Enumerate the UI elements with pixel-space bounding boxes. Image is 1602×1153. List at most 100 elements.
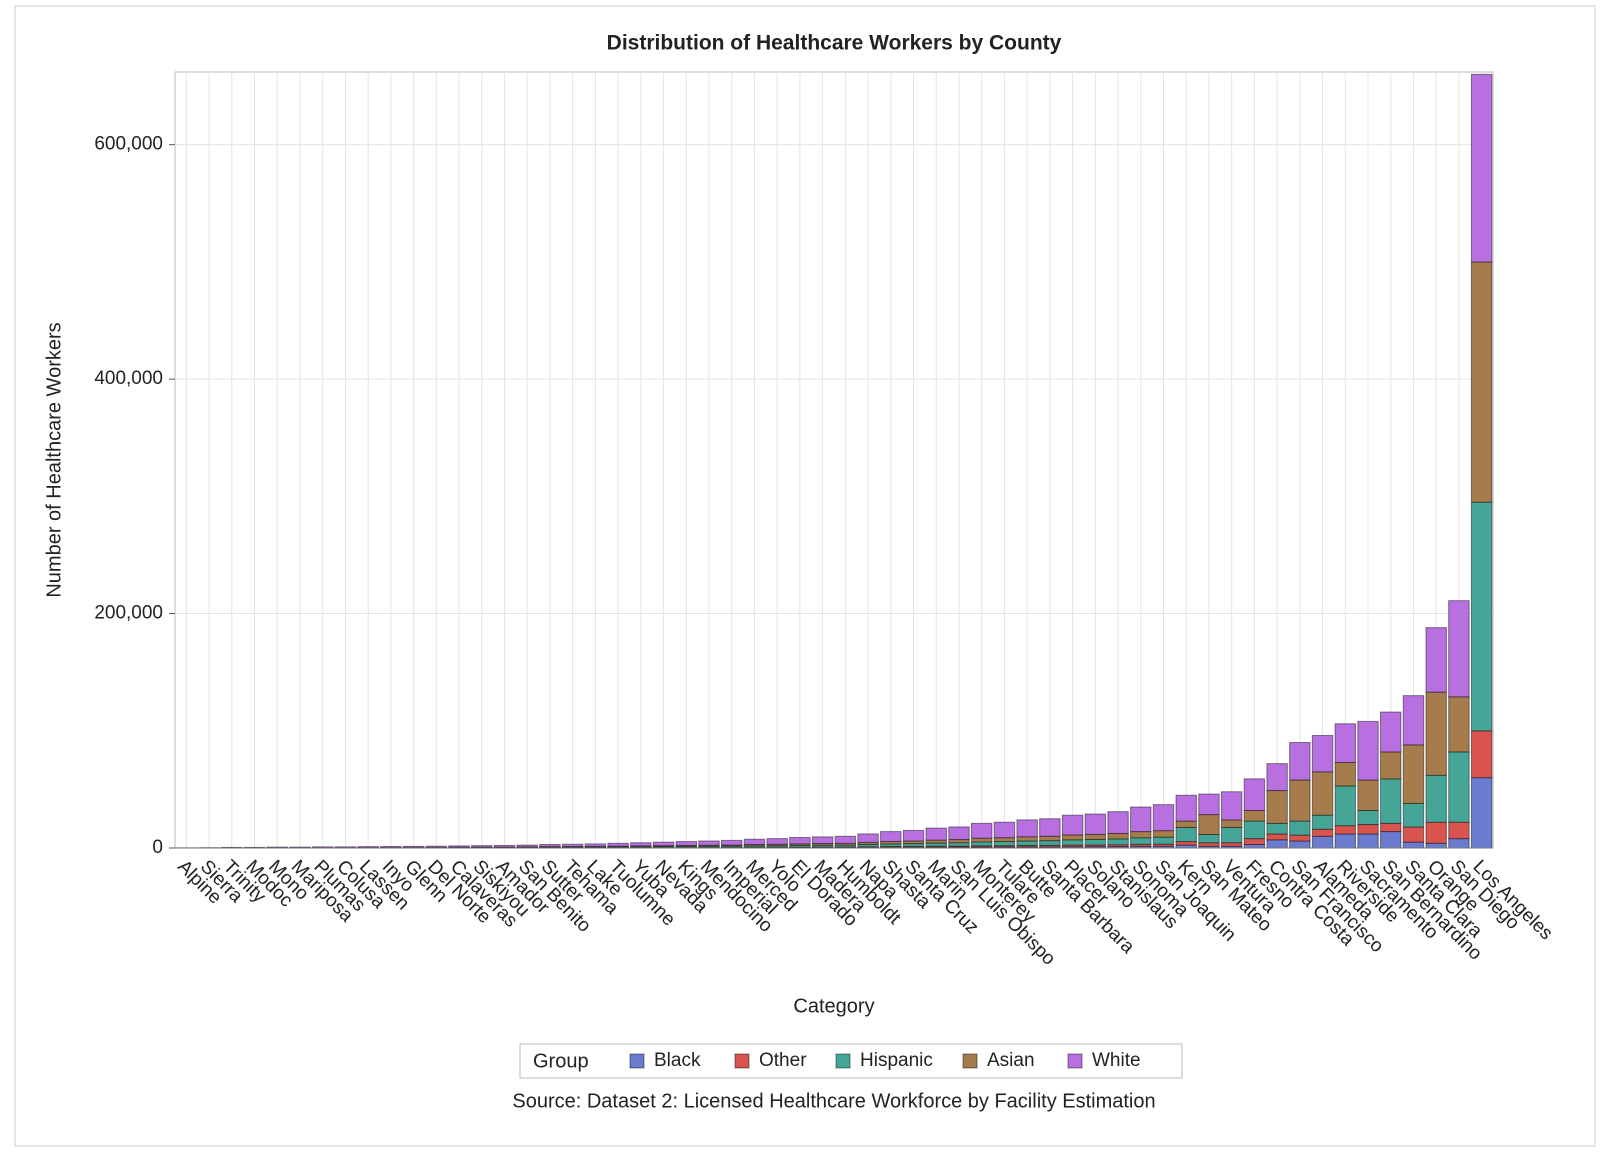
bar-segment bbox=[743, 843, 766, 847]
bar-segment bbox=[1243, 838, 1266, 845]
bar-segment bbox=[766, 838, 788, 845]
bar-segment bbox=[1334, 825, 1357, 835]
legend-title: Group bbox=[533, 1050, 589, 1072]
legend: Black Other Hispanic Asian White bbox=[629, 1050, 1141, 1071]
bar-segment bbox=[402, 845, 425, 848]
bar-segment bbox=[471, 845, 493, 848]
bar-segment bbox=[1130, 837, 1152, 845]
bar-segment bbox=[1152, 836, 1175, 845]
legend-swatch bbox=[835, 1053, 851, 1069]
bar-segment bbox=[743, 838, 766, 845]
bar-segment bbox=[1152, 804, 1175, 832]
bar-segment bbox=[1311, 835, 1334, 849]
bar-segment bbox=[970, 822, 993, 839]
bar-segment bbox=[1016, 840, 1038, 846]
bar-segment bbox=[1016, 836, 1038, 842]
bar-segment bbox=[675, 841, 698, 846]
bar-segment bbox=[334, 846, 357, 849]
bar-segment bbox=[1425, 842, 1447, 849]
y-tick-label: 200,000 bbox=[94, 603, 163, 624]
bar-segment bbox=[1130, 806, 1152, 833]
bar-segment bbox=[1289, 840, 1311, 849]
bar-segment bbox=[1334, 833, 1357, 849]
bar-segment bbox=[1357, 833, 1379, 849]
bar-segment bbox=[1357, 824, 1379, 835]
bar-segment bbox=[1243, 843, 1266, 849]
bar-segment bbox=[1175, 820, 1197, 828]
bar-segment bbox=[1220, 819, 1243, 828]
bar-segment bbox=[948, 826, 970, 841]
bar-segment bbox=[448, 845, 470, 848]
bar-segment bbox=[311, 846, 334, 849]
bar-segment bbox=[1220, 842, 1243, 847]
bar-segment bbox=[630, 842, 652, 847]
bar-segment bbox=[1130, 831, 1152, 839]
legend-swatch bbox=[1067, 1053, 1083, 1069]
bar-segment bbox=[789, 836, 811, 845]
bar-segment bbox=[1084, 833, 1107, 841]
bar-segment bbox=[1175, 794, 1197, 822]
bar-segment bbox=[1243, 778, 1266, 811]
bar-segment bbox=[1243, 820, 1266, 840]
bar-segment bbox=[1107, 838, 1129, 846]
legend-label: Other bbox=[759, 1050, 807, 1071]
bar-segment bbox=[1243, 809, 1266, 822]
bar-segment bbox=[993, 841, 1016, 847]
bar-segment bbox=[1380, 751, 1402, 780]
bar-segment bbox=[1448, 751, 1470, 823]
bar-segment bbox=[857, 833, 879, 843]
legend-label: Black bbox=[654, 1050, 701, 1071]
bar-segment bbox=[721, 839, 743, 846]
bar-segment bbox=[1380, 711, 1402, 753]
bar-segment bbox=[1380, 822, 1402, 833]
bar-segment bbox=[811, 836, 834, 845]
y-axis-label: Number of Healthcare Workers bbox=[43, 322, 65, 597]
bar-segment bbox=[1289, 820, 1311, 836]
bar-segment bbox=[1311, 734, 1334, 773]
bar-segment bbox=[584, 843, 607, 847]
bar-segment bbox=[1448, 821, 1470, 840]
y-tick-label: 0 bbox=[152, 837, 163, 858]
bar-segment bbox=[1380, 778, 1402, 824]
bar-segment bbox=[1402, 802, 1425, 828]
plot-area bbox=[174, 71, 1494, 849]
bar-segment bbox=[1357, 779, 1379, 811]
bar-segment bbox=[1448, 600, 1470, 698]
bar-segment bbox=[1039, 835, 1061, 842]
bar-segment bbox=[1107, 811, 1129, 834]
bar-segment bbox=[880, 840, 902, 845]
legend-box bbox=[519, 1043, 1183, 1079]
bar-segment bbox=[1061, 839, 1084, 846]
bar-segment bbox=[1380, 831, 1402, 849]
bar-segment bbox=[357, 846, 379, 848]
bar-segment bbox=[1289, 834, 1311, 842]
bar-segment bbox=[1402, 695, 1425, 746]
bar-segment bbox=[1470, 501, 1493, 732]
bar-segment bbox=[1175, 841, 1197, 846]
bar-segment bbox=[789, 843, 811, 846]
bar-segment bbox=[1311, 771, 1334, 816]
bar-segment bbox=[970, 837, 993, 843]
bar-segment bbox=[1448, 696, 1470, 753]
bar-segment bbox=[1220, 826, 1243, 844]
bar-segment bbox=[675, 845, 698, 848]
bar-segment bbox=[1357, 809, 1379, 826]
y-tick-label: 600,000 bbox=[94, 134, 163, 155]
bar-segment bbox=[1198, 842, 1220, 847]
bar-segment bbox=[561, 843, 584, 847]
bar-segment bbox=[880, 831, 902, 842]
bar-segment bbox=[1084, 839, 1107, 846]
bar-segment bbox=[902, 829, 925, 842]
x-axis-label: Category bbox=[793, 995, 874, 1017]
bar-segment bbox=[993, 837, 1016, 843]
bar-segment bbox=[1175, 826, 1197, 843]
bar-segment bbox=[1425, 774, 1447, 823]
bar-segment bbox=[1016, 819, 1038, 838]
bar-segment bbox=[1311, 828, 1334, 837]
bar-segment bbox=[1470, 730, 1493, 779]
bar-segment bbox=[1289, 779, 1311, 822]
bar-segment bbox=[925, 827, 947, 841]
bar-segment bbox=[493, 844, 516, 848]
bar-segment bbox=[1266, 790, 1288, 824]
